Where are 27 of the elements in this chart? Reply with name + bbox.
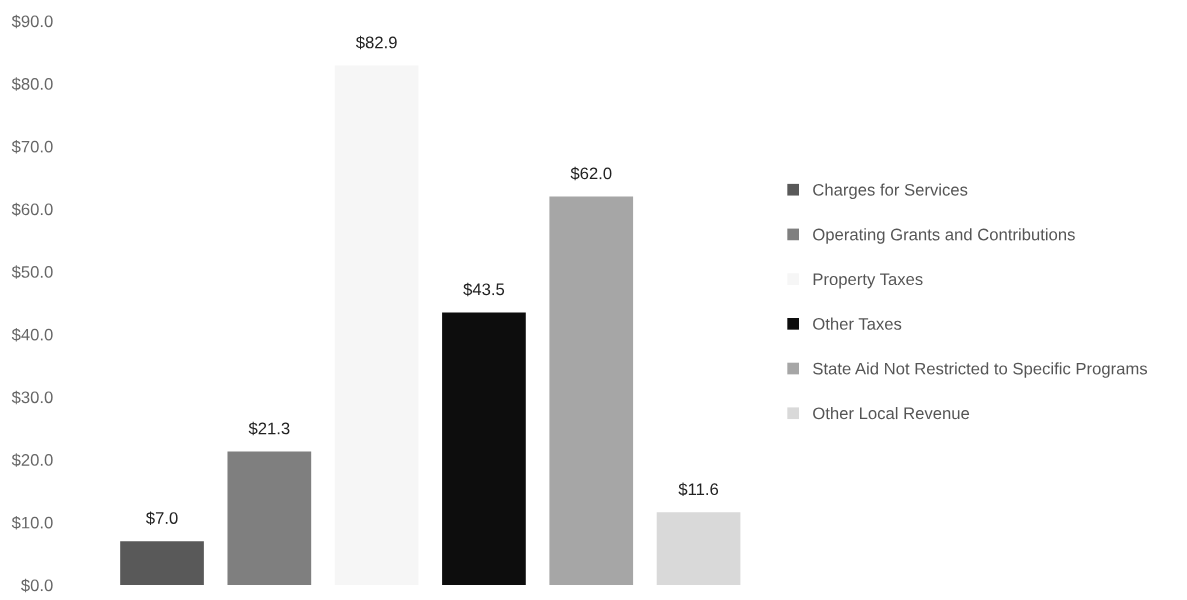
y-tick-label: $70.0: [11, 140, 53, 154]
y-tick-label: $20.0: [11, 453, 53, 467]
data-label: $11.6: [678, 482, 719, 497]
data-label: $82.9: [355, 35, 397, 50]
legend-label: Operating Grants and Contributions: [813, 228, 1075, 244]
legend-label: Charges for Services: [813, 183, 968, 200]
data-label: $21.3: [248, 421, 290, 436]
y-tick-label: $30.0: [11, 390, 53, 405]
legend-label: Other Taxes: [813, 317, 902, 330]
y-tick-label: $10.0: [11, 516, 53, 530]
data-label: $43.5: [463, 282, 505, 297]
y-tick-label: $80.0: [11, 77, 53, 91]
bar: [120, 541, 204, 585]
legend-label: State Aid Not Restricted to Specific Programs: [813, 362, 1148, 378]
bar: [549, 196, 634, 585]
y-tick-label: $60.0: [11, 202, 53, 217]
bar: [656, 512, 741, 585]
y-tick-label: $50.0: [11, 265, 53, 279]
y-tick-label: $90.0: [11, 14, 53, 29]
legend-label: Property Taxes: [813, 273, 923, 289]
data-label: $7.0: [145, 511, 178, 525]
legend-label: Other Local Revenue: [813, 406, 970, 420]
data-label: $62.0: [570, 166, 612, 181]
bar: [442, 312, 526, 585]
y-tick-label: $0.0: [21, 578, 53, 593]
bar: [227, 451, 312, 585]
y-tick-label: $40.0: [11, 328, 53, 342]
